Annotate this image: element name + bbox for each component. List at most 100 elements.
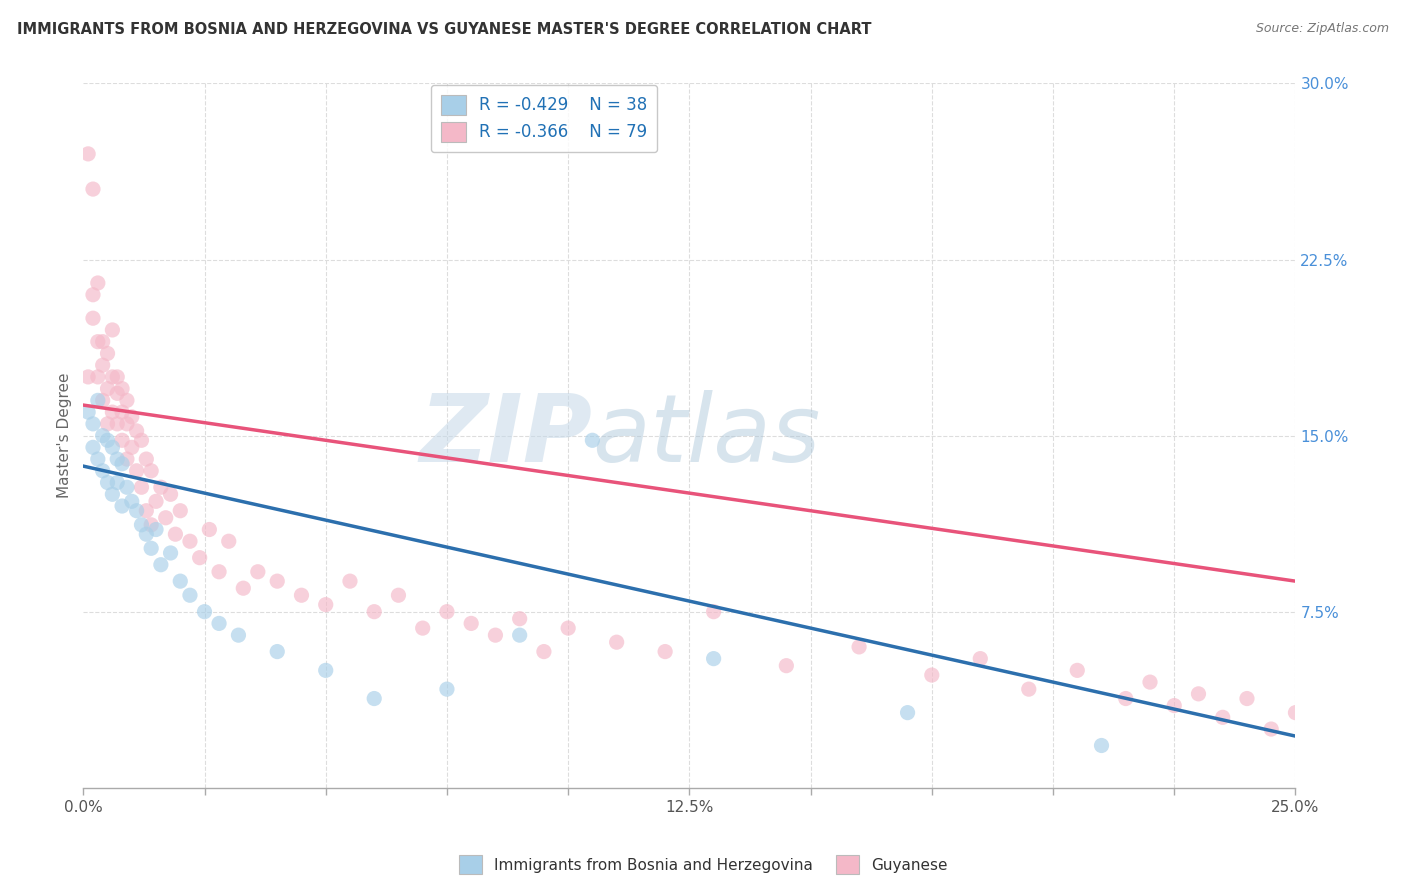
Point (159, 546, 181, 560)
Point (115, 393, 138, 408)
Point (96, 382, 118, 396)
Point (131, 480, 153, 494)
Point (131, 517, 153, 532)
Legend: Immigrants from Bosnia and Herzegovina, Guyanese: Immigrants from Bosnia and Herzegovina, … (453, 849, 953, 880)
Point (1090, 739, 1112, 753)
Point (87, 276, 110, 290)
Point (179, 588, 201, 602)
Point (246, 565, 269, 579)
Point (87, 393, 110, 408)
Point (121, 494, 143, 508)
Point (387, 588, 409, 602)
Point (145, 494, 167, 508)
Point (87, 370, 110, 384)
Point (105, 452, 128, 467)
Point (339, 574, 361, 589)
Point (848, 640, 870, 654)
Point (96, 346, 118, 360)
Point (101, 405, 124, 419)
Point (179, 534, 201, 549)
Point (141, 517, 163, 532)
Point (111, 405, 134, 419)
Point (82, 182, 104, 196)
Point (703, 605, 725, 619)
Point (188, 550, 211, 565)
Point (125, 424, 148, 438)
Point (1066, 664, 1088, 678)
Point (125, 504, 148, 518)
Point (290, 588, 312, 602)
Point (509, 612, 531, 626)
Point (115, 480, 138, 494)
Point (315, 664, 337, 678)
Point (1236, 691, 1258, 706)
Point (135, 504, 157, 518)
Point (412, 621, 434, 635)
Point (159, 487, 181, 501)
Point (121, 409, 143, 424)
Text: Source: ZipAtlas.com: Source: ZipAtlas.com (1256, 22, 1389, 36)
Point (169, 504, 191, 518)
Point (557, 621, 579, 635)
Point (1284, 706, 1306, 720)
Point (87, 452, 110, 467)
Point (1260, 722, 1282, 736)
Point (969, 651, 991, 665)
Point (460, 616, 482, 631)
Text: ZIP: ZIP (419, 390, 592, 482)
Point (509, 628, 531, 642)
Point (115, 417, 138, 431)
Point (141, 464, 163, 478)
Point (484, 628, 506, 642)
Point (149, 558, 172, 572)
Point (141, 541, 163, 556)
Point (77, 405, 100, 419)
Point (775, 658, 797, 673)
Point (101, 370, 124, 384)
Point (921, 668, 943, 682)
Point (169, 574, 191, 589)
Point (198, 523, 221, 537)
Point (111, 499, 134, 513)
Point (436, 682, 458, 697)
Point (91, 428, 114, 442)
Point (315, 598, 337, 612)
Point (101, 440, 124, 454)
Point (96, 417, 118, 431)
Point (77, 147, 100, 161)
Text: atlas: atlas (592, 390, 821, 481)
Point (218, 534, 240, 549)
Point (91, 393, 114, 408)
Point (606, 635, 628, 649)
Point (111, 434, 134, 448)
Point (232, 581, 254, 595)
Point (105, 386, 128, 401)
Point (82, 287, 104, 301)
Point (228, 628, 250, 642)
Point (131, 434, 153, 448)
Point (135, 452, 157, 467)
Point (111, 457, 134, 471)
Point (82, 311, 104, 326)
Point (101, 323, 124, 337)
Point (149, 480, 172, 494)
Point (436, 605, 458, 619)
Point (105, 475, 128, 490)
Text: IMMIGRANTS FROM BOSNIA AND HERZEGOVINA VS GUYANESE MASTER'S DEGREE CORRELATION C: IMMIGRANTS FROM BOSNIA AND HERZEGOVINA V… (17, 22, 872, 37)
Point (703, 651, 725, 665)
Point (135, 527, 157, 541)
Point (1115, 691, 1137, 706)
Point (1212, 710, 1234, 724)
Point (1163, 698, 1185, 713)
Point (111, 382, 134, 396)
Point (193, 605, 215, 619)
Point (96, 434, 118, 448)
Point (105, 370, 128, 384)
Point (1139, 675, 1161, 690)
Point (208, 616, 231, 631)
Point (1018, 682, 1040, 697)
Point (533, 644, 555, 658)
Point (115, 452, 138, 467)
Point (91, 464, 114, 478)
Point (266, 574, 288, 589)
